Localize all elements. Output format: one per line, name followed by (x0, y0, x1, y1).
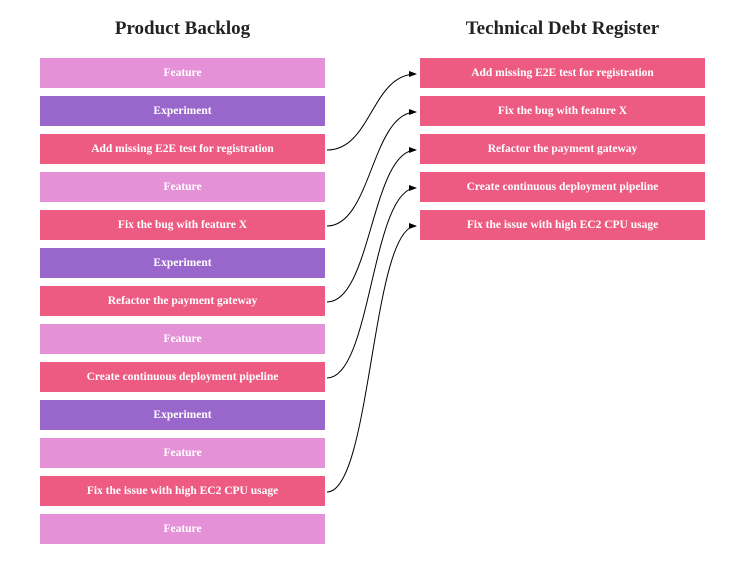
backlog-item-10: Feature (40, 438, 325, 468)
backlog-item-12: Feature (40, 514, 325, 544)
backlog-item-7: Feature (40, 324, 325, 354)
backlog-item-2: Add missing E2E test for registration (40, 134, 325, 164)
backlog-item-8: Create continuous deployment pipeline (40, 362, 325, 392)
backlog-title: Product Backlog (40, 18, 325, 40)
backlog-item-5: Experiment (40, 248, 325, 278)
backlog-item-9: Experiment (40, 400, 325, 430)
backlog-item-4: Fix the bug with feature X (40, 210, 325, 240)
debt-item-4: Fix the issue with high EC2 CPU usage (420, 210, 705, 240)
debt-title: Technical Debt Register (420, 18, 705, 40)
debt-item-3: Create continuous deployment pipeline (420, 172, 705, 202)
debt-item-2: Refactor the payment gateway (420, 134, 705, 164)
arrow-2-to-0 (327, 74, 416, 150)
product-backlog-column: Product Backlog Feature Experiment Add mis… (40, 18, 325, 552)
debt-item-1: Fix the bug with feature X (420, 96, 705, 126)
debt-item-0: Add missing E2E test for registration (420, 58, 705, 88)
arrow-11-to-4 (327, 226, 416, 492)
arrow-6-to-2 (327, 150, 416, 302)
backlog-item-1: Experiment (40, 96, 325, 126)
arrow-4-to-1 (327, 112, 416, 226)
arrow-8-to-3 (327, 188, 416, 378)
backlog-items: Feature Experiment Add missing E2E test fo… (40, 58, 325, 544)
debt-items: Add missing E2E test for registration Fix… (420, 58, 705, 240)
backlog-item-11: Fix the issue with high EC2 CPU usage (40, 476, 325, 506)
backlog-item-0: Feature (40, 58, 325, 88)
backlog-item-6: Refactor the payment gateway (40, 286, 325, 316)
backlog-item-3: Feature (40, 172, 325, 202)
technical-debt-column: Technical Debt Register Add missing E2E … (420, 18, 705, 248)
